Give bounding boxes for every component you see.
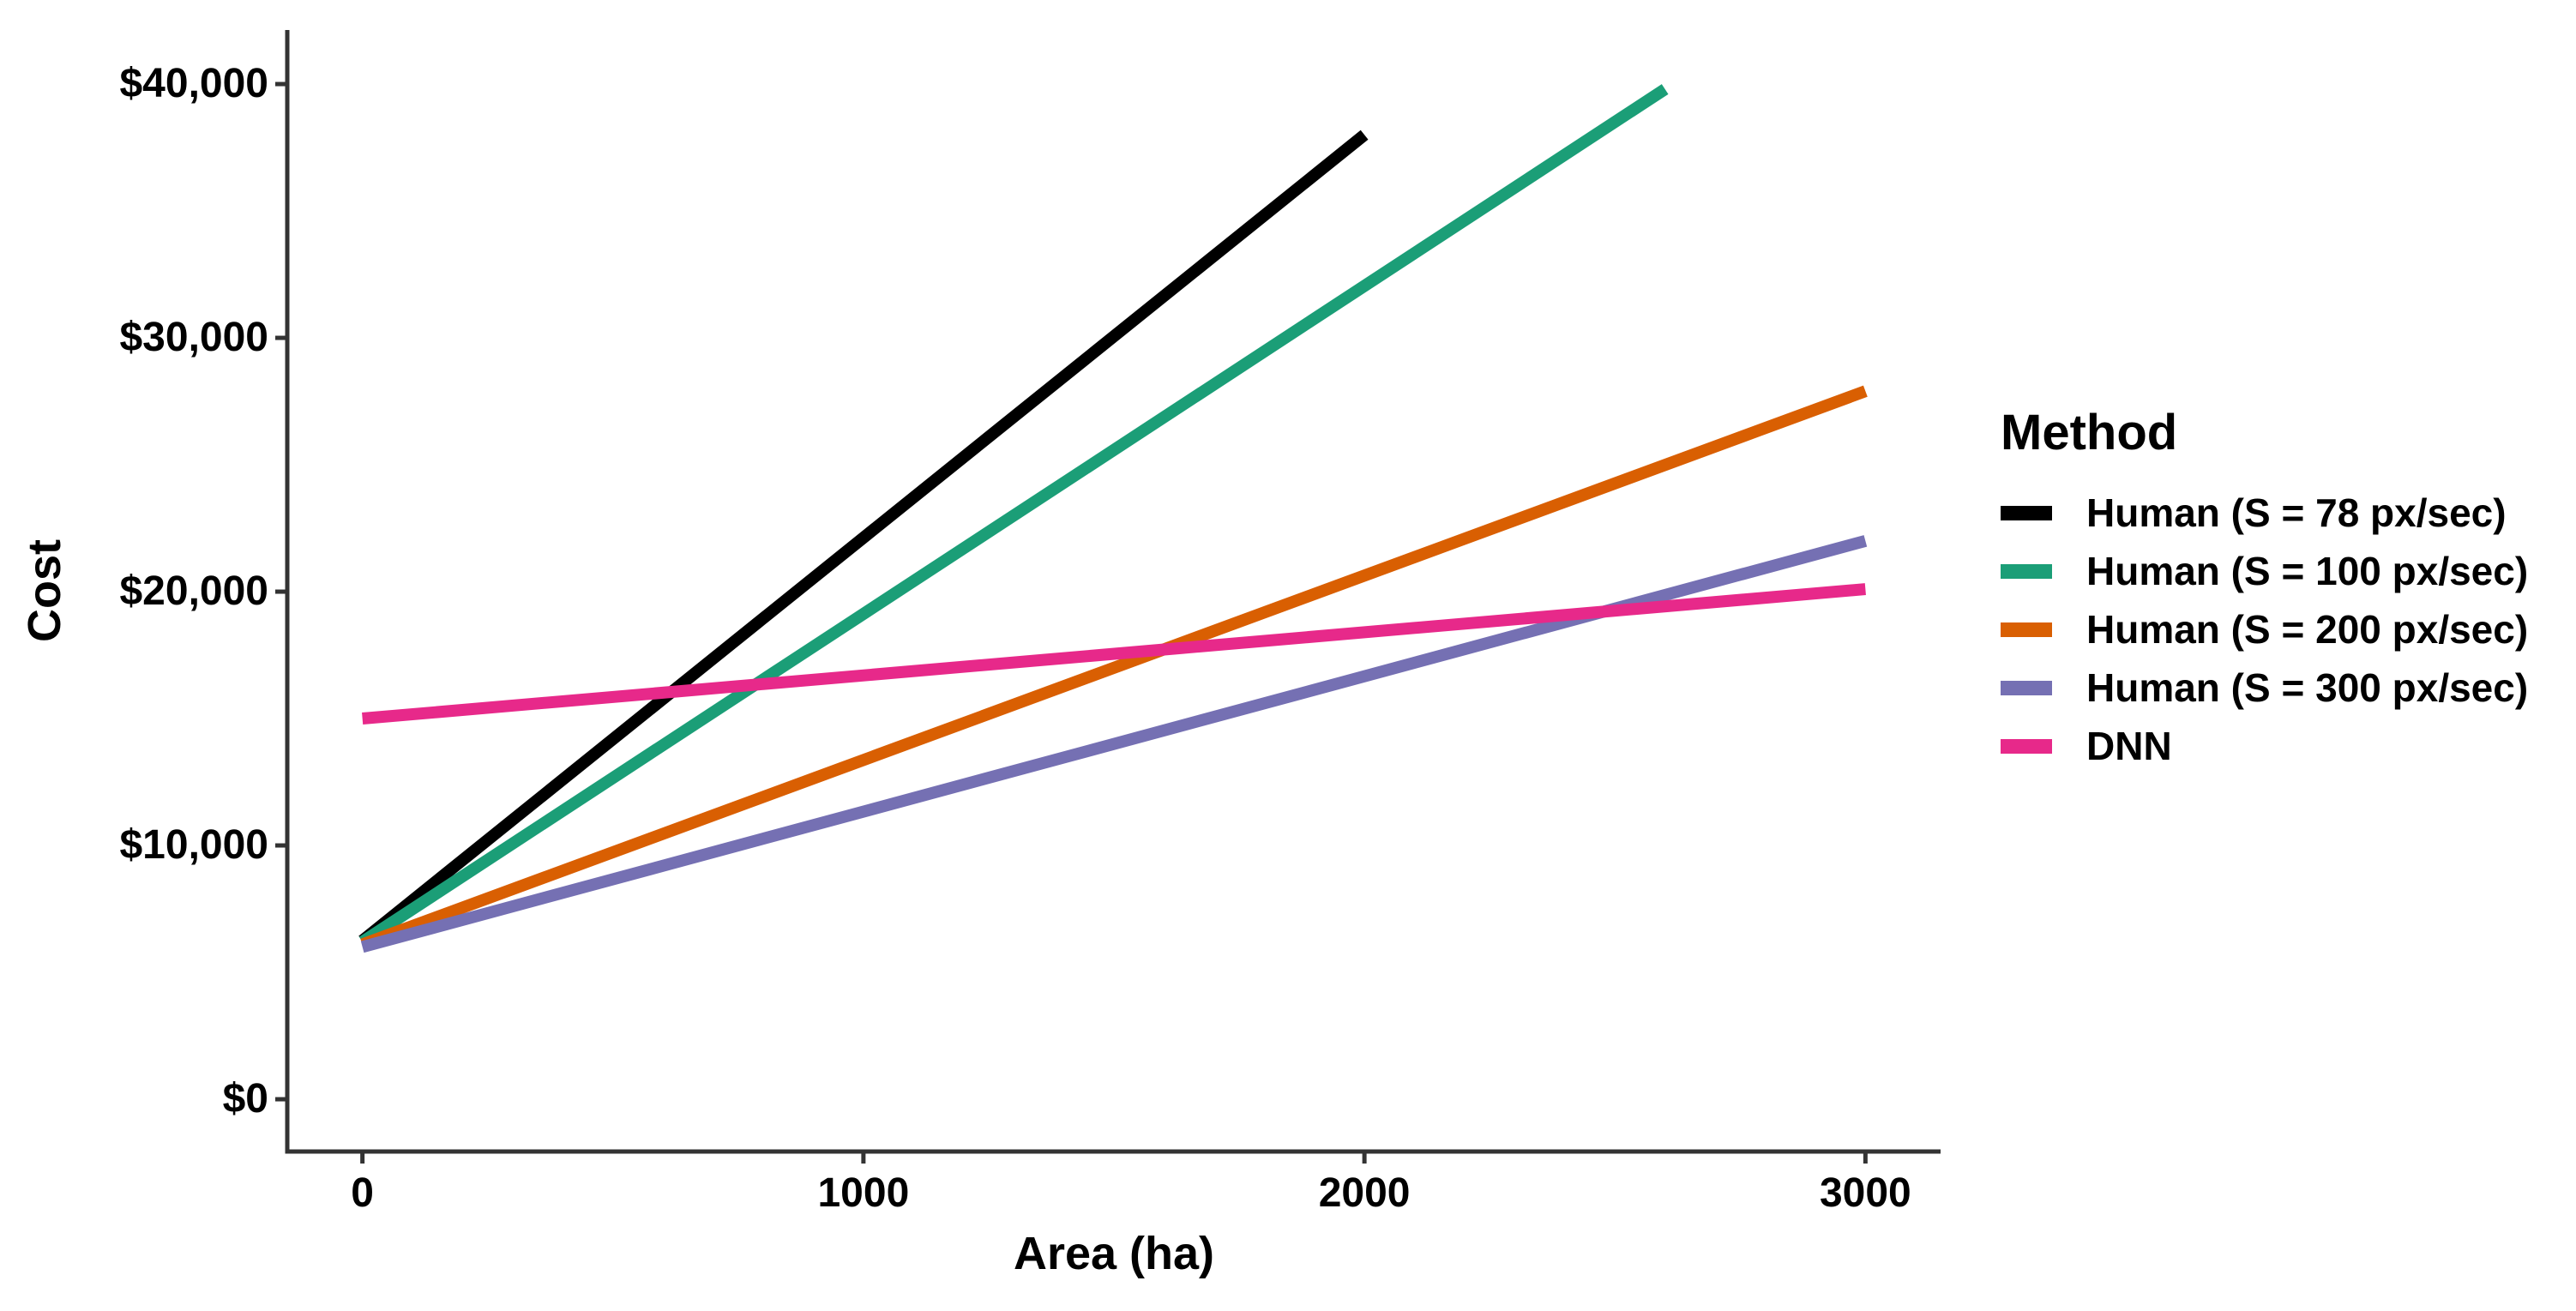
x-tick-label: 1000 bbox=[817, 1170, 910, 1216]
legend-item: DNN bbox=[2001, 717, 2528, 775]
series-line-dnn bbox=[362, 583, 1866, 725]
legend-key-swatch bbox=[2001, 563, 2052, 579]
series-line-human-s-200-px-sec bbox=[360, 385, 1868, 951]
series-line-human-s-100-px-sec bbox=[358, 84, 1669, 947]
legend-label: Human (S = 300 px/sec) bbox=[2086, 665, 2529, 710]
y-tick-label: $10,000 bbox=[119, 822, 268, 869]
legend-item: Human (S = 78 px/sec) bbox=[2001, 484, 2528, 542]
legend-item: Human (S = 200 px/sec) bbox=[2001, 600, 2528, 659]
legend: Method Human (S = 78 px/sec) Human (S = 1… bbox=[2001, 408, 2528, 775]
legend-item: Human (S = 300 px/sec) bbox=[2001, 659, 2528, 717]
legend-key-swatch bbox=[2001, 622, 2052, 637]
y-axis-title: Cost bbox=[19, 539, 70, 642]
legend-label: Human (S = 78 px/sec) bbox=[2086, 490, 2507, 535]
y-tick-label: $40,000 bbox=[119, 61, 268, 107]
series-line-human-s-78-px-sec bbox=[358, 129, 1369, 946]
legend-items: Human (S = 78 px/sec) Human (S = 100 px/s… bbox=[2001, 484, 2528, 775]
legend-key-swatch bbox=[2001, 505, 2052, 520]
legend-key-swatch bbox=[2001, 680, 2052, 695]
x-tick-label: 3000 bbox=[1819, 1170, 1911, 1216]
legend-label: Human (S = 100 px/sec) bbox=[2086, 549, 2529, 593]
legend-item: Human (S = 100 px/sec) bbox=[2001, 542, 2528, 600]
x-axis-title: Area (ha) bbox=[1013, 1228, 1215, 1279]
y-tick-label: $0 bbox=[222, 1076, 268, 1122]
y-tick-label: $30,000 bbox=[119, 315, 268, 361]
legend-title: Method bbox=[2001, 405, 2178, 460]
legend-label: DNN bbox=[2086, 724, 2172, 768]
legend-key-swatch bbox=[2001, 738, 2052, 754]
x-tick-label: 2000 bbox=[1318, 1170, 1411, 1216]
x-tick-label: 0 bbox=[351, 1170, 374, 1216]
legend-label: Human (S = 200 px/sec) bbox=[2086, 607, 2529, 652]
series-line-human-s-300-px-sec bbox=[360, 535, 1868, 953]
y-tick-label: $20,000 bbox=[119, 568, 268, 615]
